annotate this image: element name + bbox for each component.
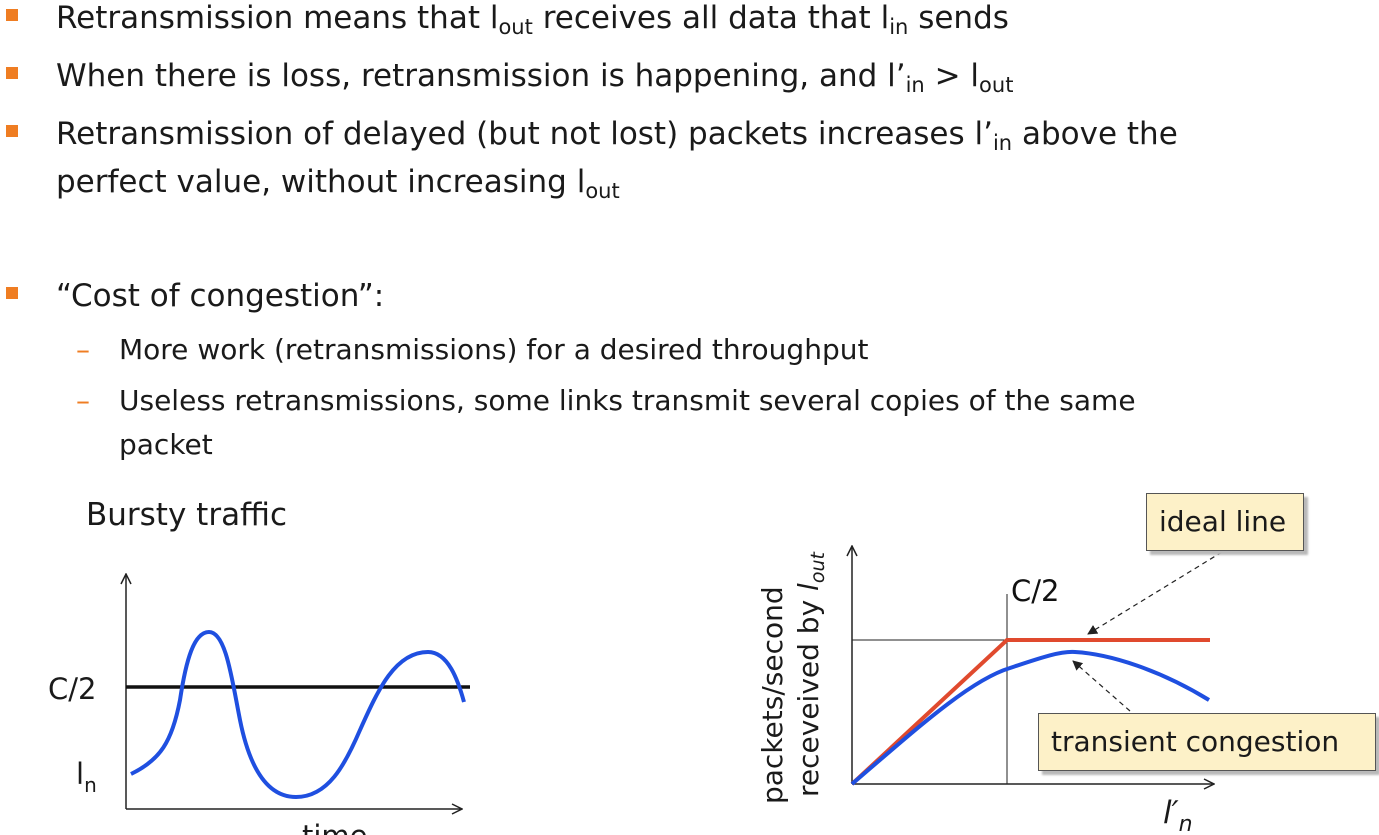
left-c2-label: C/2 <box>48 672 96 706</box>
bursty-traffic-title: Bursty traffic <box>86 497 288 533</box>
transient-congestion-callout: transient congestion <box>1038 713 1376 771</box>
bullet-3-text-cont: perfect value, without increasing lout <box>56 164 620 203</box>
bullet-marker <box>6 287 18 299</box>
ideal-line <box>850 638 1210 786</box>
subbullet-1-text: More work (retransmissions) for a desire… <box>119 333 869 366</box>
subbullet-2-text-cont: packet <box>119 428 213 461</box>
ideal-line-callout: ideal line <box>1146 493 1304 551</box>
right-x-label: l′n <box>1163 795 1193 835</box>
dash-marker: – <box>76 333 90 366</box>
right-c2-label: C/2 <box>1011 574 1059 608</box>
bursty-traffic-curve <box>130 629 466 800</box>
bullet-marker <box>6 67 18 79</box>
ideal-callout-arrow <box>1087 551 1223 635</box>
bullet-2-text: When there is loss, retransmission is ha… <box>56 58 1014 97</box>
subbullet-2-text: Useless retransmissions, some links tran… <box>119 384 1136 417</box>
transient-congestion-curve <box>850 649 1211 786</box>
transient-callout-arrow <box>1072 660 1131 712</box>
right-y-label-line-2: receveived by lout <box>792 551 829 797</box>
bullet-marker <box>6 125 18 137</box>
left-x-label: time <box>302 819 368 835</box>
bullet-3-text: Retransmission of delayed (but not lost)… <box>56 116 1178 155</box>
dash-marker: – <box>76 384 90 417</box>
bullet-marker <box>6 9 18 21</box>
left-in-label: ln <box>76 757 97 797</box>
right-y-label-line-1: packets/second <box>756 586 789 804</box>
bullet-1-text: Retransmission means that lout receives … <box>56 0 1009 39</box>
bullet-4-text: “Cost of congestion”: <box>56 278 385 314</box>
